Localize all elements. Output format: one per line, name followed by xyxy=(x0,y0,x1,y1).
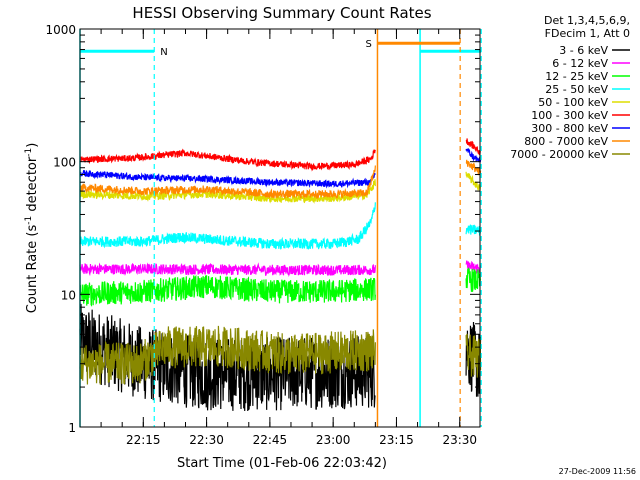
series-line-5-segment-1 xyxy=(79,179,376,204)
legend-header-line1: Det 1,3,4,5,6,9, xyxy=(544,14,630,27)
series-100-300keV-line xyxy=(79,138,481,172)
legend-entry-label: 3 - 6 keV xyxy=(559,44,608,57)
series-7000-20000keV-line xyxy=(79,325,482,385)
series-line-3-segment-2 xyxy=(465,267,482,292)
series-line-8-segment-1 xyxy=(79,165,376,200)
x-axis-label: Start Time (01-Feb-06 22:03:42) xyxy=(177,456,387,471)
legend-entry-label: 800 - 7000 keV xyxy=(524,135,608,148)
x-tick-label: 22:30 xyxy=(189,433,224,447)
series-line-4-segment-2 xyxy=(465,224,482,236)
timestamp-footer: 27-Dec-2009 11:56 xyxy=(559,467,636,476)
legend-entry: 100 - 300 keV xyxy=(531,109,630,122)
legend: Det 1,3,4,5,6,9, FDecim 1, Att 0 3 - 6 k… xyxy=(510,14,630,161)
series-line-9-segment-2 xyxy=(465,333,482,378)
night-interval-2 xyxy=(419,29,482,427)
legend-entry: 7000 - 20000 keV xyxy=(510,148,630,161)
series-line-6-segment-2 xyxy=(465,138,481,156)
series-line-7-segment-2 xyxy=(465,147,482,163)
series-layer xyxy=(79,138,482,411)
saa-label: S xyxy=(365,39,371,50)
y-tick-label: 1 xyxy=(68,421,76,435)
series-line-6-segment-1 xyxy=(79,148,376,172)
series-line-9-segment-1 xyxy=(79,325,376,385)
y-label-end: ) xyxy=(25,143,40,148)
axes: 1 10 100 1000 22:15 22:30 22:45 23:00 23:15 23:30 xyxy=(45,23,481,447)
x-tick-label: 22:15 xyxy=(126,433,161,447)
legend-entry-label: 300 - 800 keV xyxy=(531,122,608,135)
legend-entry-label: 25 - 50 keV xyxy=(545,83,608,96)
legend-entry-label: 50 - 100 keV xyxy=(538,96,608,109)
series-line-5-segment-2 xyxy=(465,171,482,191)
series-line-4-segment-1 xyxy=(79,202,376,251)
series-line-7-segment-1 xyxy=(79,170,376,189)
x-tick-label: 23:30 xyxy=(442,433,477,447)
x-tick-label: 22:45 xyxy=(253,433,288,447)
series-50-100keV-line xyxy=(79,171,482,204)
series-line-3-segment-1 xyxy=(79,274,376,307)
series-800-7000keV-line xyxy=(79,159,482,200)
y-label-sup1: -1 xyxy=(24,216,34,225)
x-tick-label: 23:15 xyxy=(379,433,414,447)
y-label-mid: detector xyxy=(25,156,40,216)
legend-entry: 800 - 7000 keV xyxy=(524,135,630,148)
chart-title: HESSI Observing Summary Count Rates xyxy=(132,4,431,22)
legend-entry: 3 - 6 keV xyxy=(559,44,630,57)
series-6-12keV-line xyxy=(79,260,482,277)
legend-entry-label: 7000 - 20000 keV xyxy=(510,148,608,161)
legend-entry-label: 100 - 300 keV xyxy=(531,109,608,122)
series-300-800keV-line xyxy=(79,147,482,189)
y-axis-label: Count Rate (s-1 detector-1) xyxy=(24,143,40,314)
y-label-main: Count Rate (s xyxy=(25,225,40,314)
series-line-2-segment-1 xyxy=(79,262,376,277)
legend-entry: 12 - 25 keV xyxy=(545,70,630,83)
legend-entry: 6 - 12 keV xyxy=(552,57,630,70)
saa-interval xyxy=(376,29,461,427)
legend-header-line2: FDecim 1, Att 0 xyxy=(545,27,630,40)
legend-entry: 25 - 50 keV xyxy=(545,83,630,96)
y-tick-label: 1000 xyxy=(45,23,76,37)
series-line-2-segment-2 xyxy=(465,260,482,275)
plot-frame xyxy=(79,28,481,428)
legend-entry: 300 - 800 keV xyxy=(531,122,630,135)
series-12-25keV-line xyxy=(79,267,482,307)
y-tick-label: 10 xyxy=(61,288,76,302)
night-label: N xyxy=(160,47,167,58)
x-tick-label: 23:00 xyxy=(316,433,351,447)
series-25-50keV-line xyxy=(79,202,482,251)
legend-entry-label: 12 - 25 keV xyxy=(545,70,608,83)
legend-entry: 50 - 100 keV xyxy=(538,96,630,109)
y-label-sup2: -1 xyxy=(24,148,34,157)
y-tick-label: 100 xyxy=(53,156,76,170)
legend-entry-label: 6 - 12 keV xyxy=(552,57,608,70)
series-line-8-segment-2 xyxy=(465,159,482,176)
